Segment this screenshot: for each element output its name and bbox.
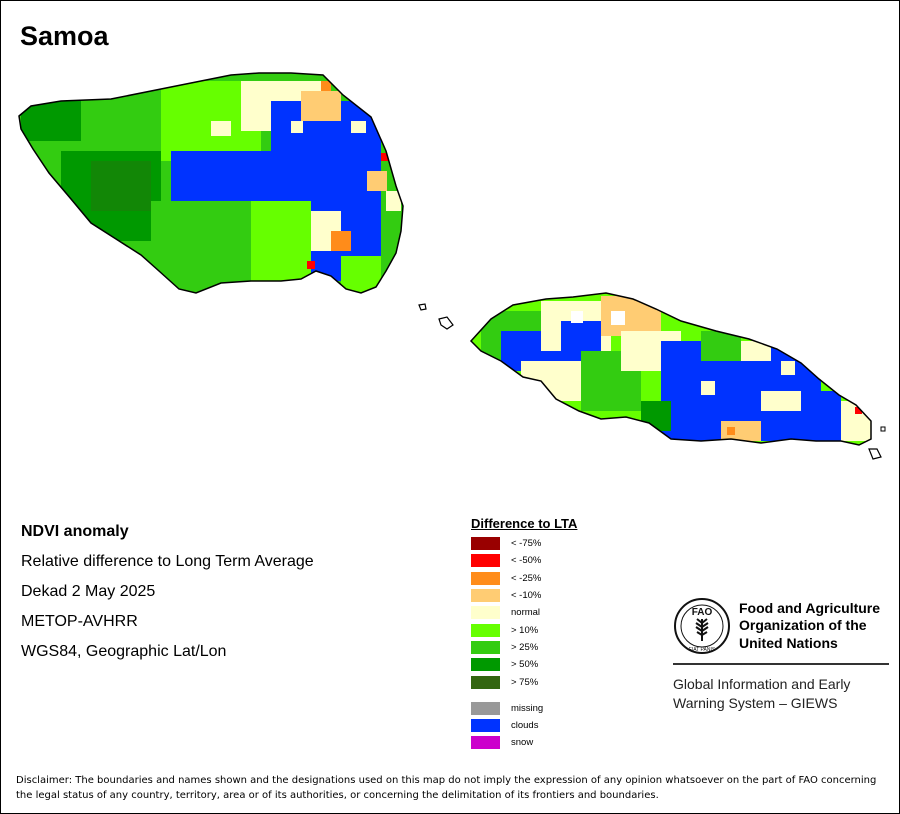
legend-label: missing <box>511 702 544 714</box>
legend-swatch <box>471 606 500 620</box>
legend-item: > 25% <box>471 639 651 656</box>
legend-label: clouds <box>511 720 539 732</box>
legend: Difference to LTA < -75% < -50% < -25% < -1… <box>471 516 651 752</box>
fao-logo-icon: FAO FIAT PANIS <box>674 598 730 654</box>
savaii-island <box>19 73 403 293</box>
map-title: Samoa <box>20 21 109 51</box>
fao-org-line: Food and Agriculture <box>739 599 881 616</box>
product-name: NDVI anomaly <box>21 523 129 540</box>
legend-label: > 50% <box>511 659 539 671</box>
islet-east-2 <box>880 426 886 432</box>
legend-swatch <box>471 736 500 750</box>
disclaimer: Disclaimer: The boundaries and names sho… <box>16 775 877 801</box>
product-sensor: METOP-AVHRR <box>21 613 138 630</box>
upolu-coastline <box>469 292 872 446</box>
legend-label: normal <box>511 607 541 619</box>
islet-apolima <box>438 316 454 330</box>
legend-label: < -10% <box>511 590 542 602</box>
fao-org-line: Organization of the <box>739 617 867 634</box>
legend-swatch <box>471 623 500 637</box>
legend-item: > 10% <box>471 621 651 638</box>
product-date: Dekad 2 May 2025 <box>21 583 156 600</box>
legend-label: > 25% <box>511 641 539 653</box>
legend-title: Difference to LTA <box>471 516 578 531</box>
map-canvas <box>18 72 886 460</box>
legend-swatch <box>471 701 500 715</box>
product-projection: WGS84, Geographic Lat/Lon <box>21 643 227 660</box>
fao-logo-text: FAO <box>692 607 713 618</box>
legend-swatch <box>471 640 500 654</box>
legend-label: > 75% <box>511 676 539 688</box>
islet-small <box>418 303 427 311</box>
legend-swatch <box>471 571 500 585</box>
legend-swatch <box>471 658 500 672</box>
legend-swatch <box>471 554 500 568</box>
legend-swatch <box>471 537 500 551</box>
legend-item: missing <box>471 700 651 717</box>
legend-item: < -75% <box>471 535 651 552</box>
map-info: NDVI anomaly Relative difference to Long… <box>21 521 314 671</box>
giews-line: Global Information and Early <box>673 676 851 692</box>
fao-divider <box>673 663 889 665</box>
giews-line: Warning System – GIEWS <box>673 695 838 711</box>
legend-label: < -75% <box>511 538 542 550</box>
fao-block: FAO FIAT PANIS Food and Agriculture Orga… <box>673 597 891 713</box>
legend-item: > 50% <box>471 656 651 673</box>
fao-org-name: Food and Agriculture Organization of the… <box>739 600 880 653</box>
islet-east <box>868 448 882 460</box>
legend-item: < -25% <box>471 570 651 587</box>
legend-swatch <box>471 675 500 689</box>
fao-org-line: United Nations <box>739 634 838 651</box>
fao-logo-motto: FIAT PANIS <box>689 647 716 653</box>
legend-label: snow <box>511 737 534 749</box>
legend-label: < -50% <box>511 555 542 567</box>
legend-item: clouds <box>471 717 651 734</box>
legend-label: > 10% <box>511 624 539 636</box>
legend-item: < -50% <box>471 552 651 569</box>
legend-item: normal <box>471 604 651 621</box>
legend-label: < -25% <box>511 572 542 584</box>
legend-item: < -10% <box>471 587 651 604</box>
savaii-coastline <box>18 72 404 294</box>
legend-item: snow <box>471 734 651 751</box>
legend-swatch <box>471 719 500 733</box>
giews-name: Global Information and Early Warning Sys… <box>673 675 891 713</box>
product-description: Relative difference to Long Term Average <box>21 553 314 570</box>
legend-swatch <box>471 589 500 603</box>
legend-item: > 75% <box>471 673 651 690</box>
